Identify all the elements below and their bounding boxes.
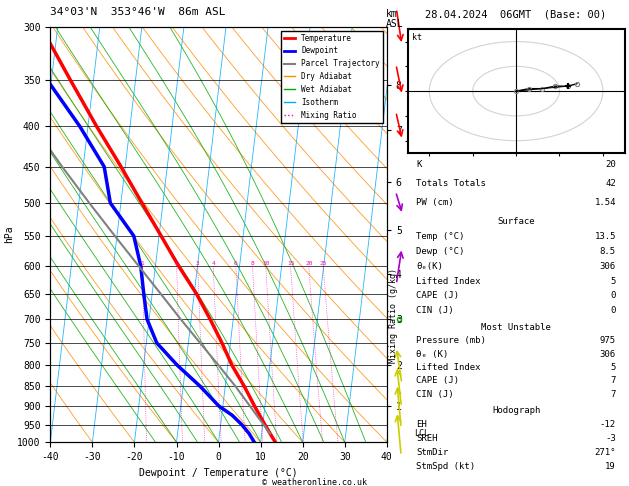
Text: 5: 5	[611, 277, 616, 285]
Text: 1.54: 1.54	[594, 198, 616, 207]
Text: 271°: 271°	[594, 448, 616, 457]
Text: 6: 6	[234, 261, 238, 266]
Text: EH: EH	[416, 420, 427, 429]
Text: 975: 975	[600, 336, 616, 346]
Text: Surface: Surface	[498, 217, 535, 226]
Text: CAPE (J): CAPE (J)	[416, 292, 459, 300]
Y-axis label: hPa: hPa	[4, 226, 14, 243]
Text: -12: -12	[600, 420, 616, 429]
Text: Temp (°C): Temp (°C)	[416, 232, 465, 241]
Text: PW (cm): PW (cm)	[416, 198, 454, 207]
Legend: Temperature, Dewpoint, Parcel Trajectory, Dry Adiabat, Wet Adiabat, Isotherm, Mi: Temperature, Dewpoint, Parcel Trajectory…	[281, 31, 383, 122]
Text: θₑ(K): θₑ(K)	[416, 261, 443, 271]
Text: 306: 306	[600, 349, 616, 359]
X-axis label: Dewpoint / Temperature (°C): Dewpoint / Temperature (°C)	[139, 468, 298, 478]
Text: K: K	[416, 160, 421, 169]
Text: 5: 5	[611, 363, 616, 372]
Text: ASL: ASL	[386, 19, 404, 29]
Text: 20: 20	[305, 261, 313, 266]
Text: 34°03'N  353°46'W  86m ASL: 34°03'N 353°46'W 86m ASL	[50, 7, 226, 17]
Text: 0: 0	[611, 306, 616, 315]
Text: 4: 4	[211, 261, 215, 266]
Text: LCL: LCL	[414, 429, 429, 438]
Text: 0: 0	[611, 292, 616, 300]
Text: CIN (J): CIN (J)	[416, 390, 454, 399]
Text: StmDir: StmDir	[416, 448, 448, 457]
Text: Lifted Index: Lifted Index	[416, 277, 481, 285]
Text: Pressure (mb): Pressure (mb)	[416, 336, 486, 346]
Text: 306: 306	[600, 261, 616, 271]
Text: © weatheronline.co.uk: © weatheronline.co.uk	[262, 478, 367, 486]
Text: -3: -3	[605, 434, 616, 443]
Text: Hodograph: Hodograph	[492, 406, 540, 415]
Text: CAPE (J): CAPE (J)	[416, 376, 459, 385]
Text: SREH: SREH	[416, 434, 438, 443]
Text: km: km	[386, 9, 398, 19]
Text: 25: 25	[320, 261, 327, 266]
Text: 28.04.2024  06GMT  (Base: 00): 28.04.2024 06GMT (Base: 00)	[425, 9, 607, 19]
Text: θₑ (K): θₑ (K)	[416, 349, 448, 359]
Text: 8: 8	[250, 261, 254, 266]
Text: kt: kt	[412, 33, 422, 42]
Text: 15: 15	[287, 261, 294, 266]
Text: Totals Totals: Totals Totals	[416, 179, 486, 188]
Text: 3: 3	[196, 261, 199, 266]
Text: CIN (J): CIN (J)	[416, 306, 454, 315]
Text: 2: 2	[175, 261, 179, 266]
Text: 7: 7	[611, 376, 616, 385]
Text: 20: 20	[605, 160, 616, 169]
Text: 1: 1	[141, 261, 145, 266]
Text: Most Unstable: Most Unstable	[481, 323, 551, 332]
Text: Dewp (°C): Dewp (°C)	[416, 247, 465, 256]
Text: 7: 7	[611, 390, 616, 399]
Text: Mixing Ratio (g/kg): Mixing Ratio (g/kg)	[389, 268, 398, 364]
Text: 19: 19	[605, 462, 616, 471]
Text: 10: 10	[262, 261, 269, 266]
Text: 42: 42	[605, 179, 616, 188]
Text: 13.5: 13.5	[594, 232, 616, 241]
Text: StmSpd (kt): StmSpd (kt)	[416, 462, 476, 471]
Text: Lifted Index: Lifted Index	[416, 363, 481, 372]
Text: 8.5: 8.5	[600, 247, 616, 256]
